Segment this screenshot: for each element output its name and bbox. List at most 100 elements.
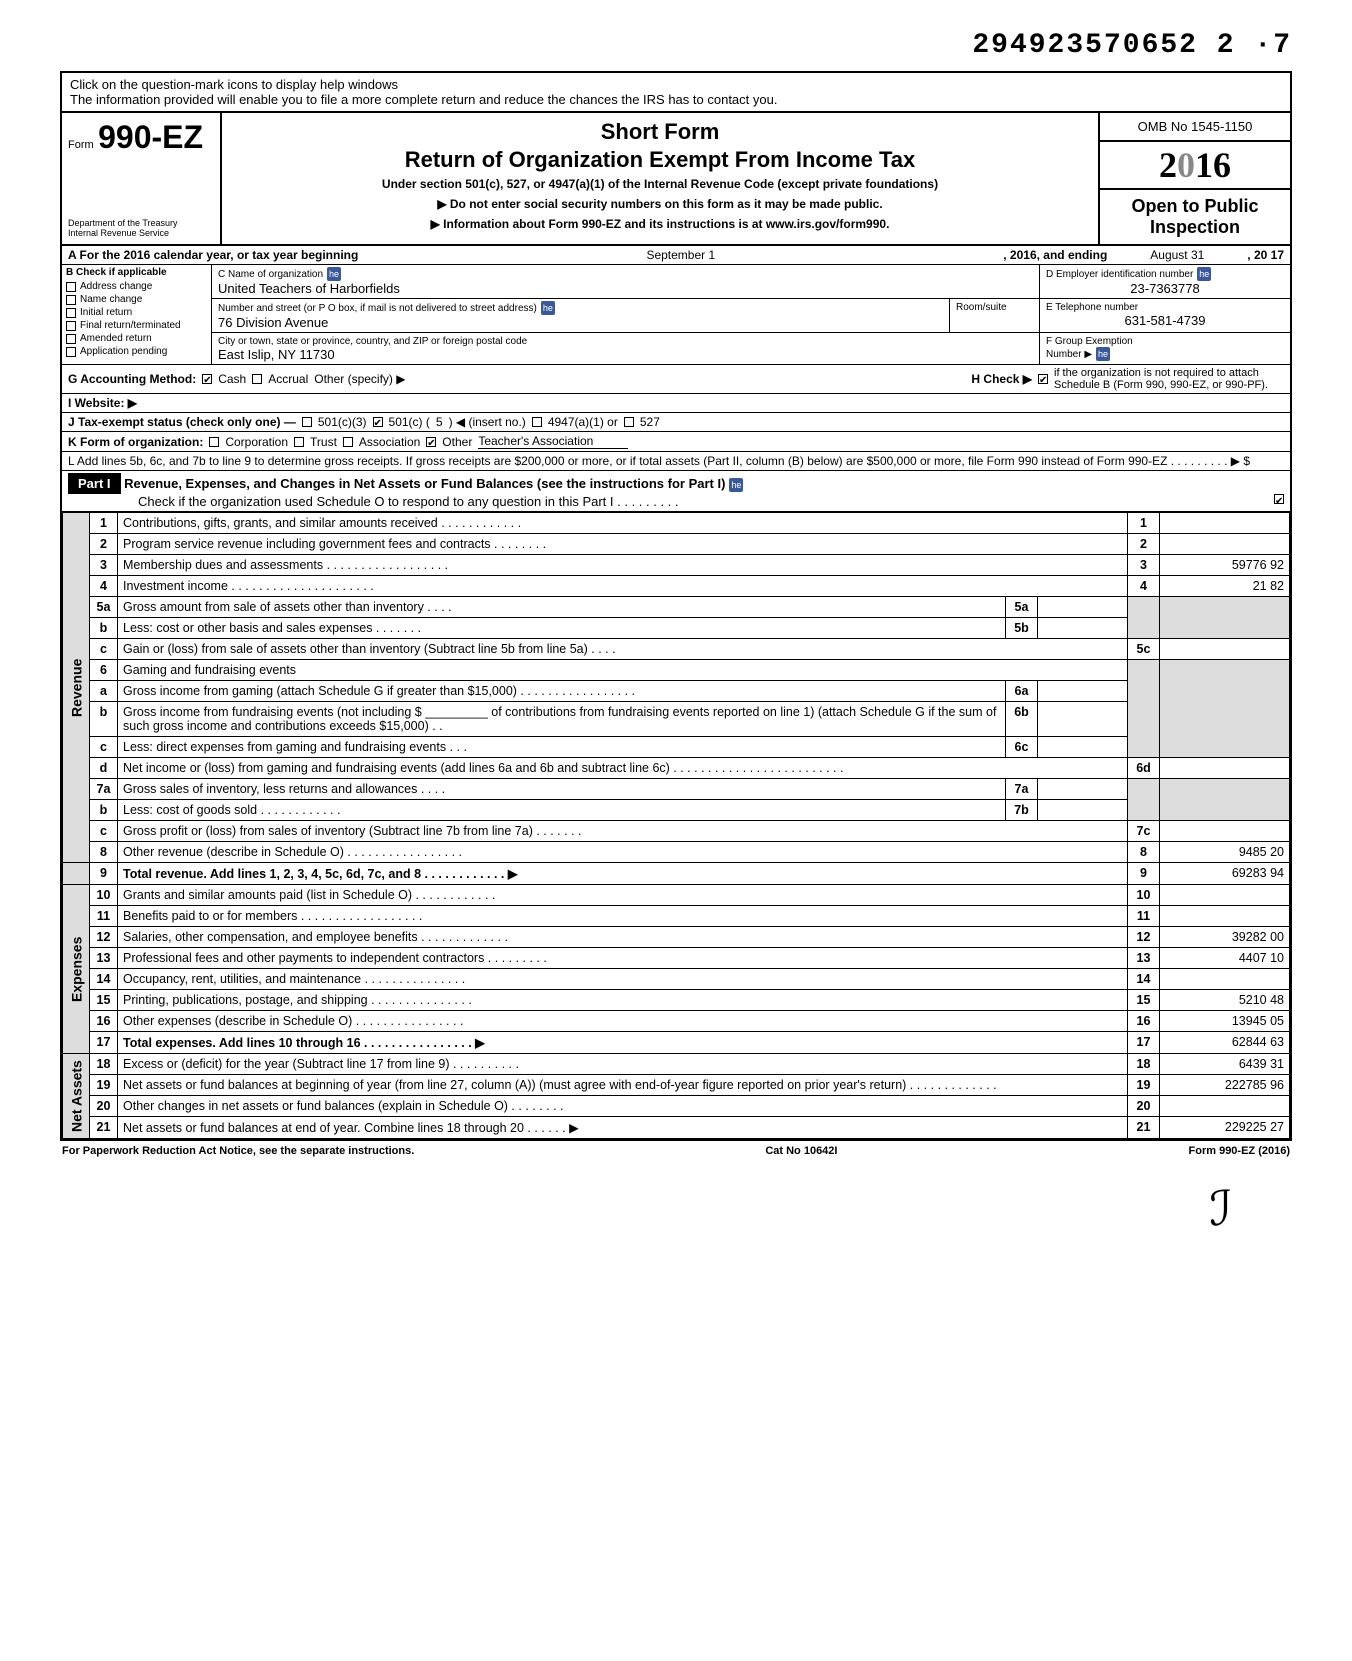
l16-amt: 13945 05 xyxy=(1160,1011,1290,1032)
chk-kother[interactable] xyxy=(426,437,436,447)
block-bcdef: B Check if applicable Address change Nam… xyxy=(62,265,1290,365)
l1-amt xyxy=(1160,513,1290,534)
l5c-amt xyxy=(1160,639,1290,660)
h-label: H Check ▶ xyxy=(971,372,1032,386)
chk-trust[interactable] xyxy=(294,437,304,447)
no-ssn-line: ▶ Do not enter social security numbers o… xyxy=(228,197,1092,211)
part1-table: Revenue 1 Contributions, gifts, grants, … xyxy=(62,512,1290,1139)
l7a-mnum: 7a xyxy=(1006,779,1038,800)
l4-rnum: 4 xyxy=(1128,576,1160,597)
g-other: Other (specify) ▶ xyxy=(314,372,405,386)
return-title: Return of Organization Exempt From Incom… xyxy=(228,147,1092,173)
l20-text: Other changes in net assets or fund bala… xyxy=(118,1096,1128,1117)
h-text: if the organization is not required to a… xyxy=(1054,367,1284,391)
l4-num: 4 xyxy=(90,576,118,597)
b-item-2: Initial return xyxy=(80,307,132,318)
chk-amended[interactable] xyxy=(66,334,76,344)
help-icon[interactable]: he xyxy=(327,267,341,281)
l6a-mamt xyxy=(1038,681,1128,702)
l20-num: 20 xyxy=(90,1096,118,1117)
footer-left: For Paperwork Reduction Act Notice, see … xyxy=(62,1145,414,1157)
help-icon[interactable]: he xyxy=(729,478,743,492)
footer-mid: Cat No 10642I xyxy=(765,1145,837,1157)
chk-scho[interactable] xyxy=(1274,494,1284,504)
chk-corp[interactable] xyxy=(209,437,219,447)
l7c-amt xyxy=(1160,821,1290,842)
b-item-4: Amended return xyxy=(80,333,152,344)
help-icon[interactable]: he xyxy=(1096,347,1110,361)
l13-rnum: 13 xyxy=(1128,948,1160,969)
l17-num: 17 xyxy=(90,1032,118,1054)
line-l: L Add lines 5b, 6c, and 7b to line 9 to … xyxy=(62,452,1290,471)
l8-rnum: 8 xyxy=(1128,842,1160,863)
l12-text: Salaries, other compensation, and employ… xyxy=(118,927,1128,948)
chk-name[interactable] xyxy=(66,295,76,305)
l10-rnum: 10 xyxy=(1128,885,1160,906)
room-label: Room/suite xyxy=(956,302,1007,313)
chk-accrual[interactable] xyxy=(252,374,262,384)
expenses-vert: Expenses xyxy=(63,885,90,1054)
row-a-yr: , 20 17 xyxy=(1247,248,1284,262)
col-cdef: C Name of organizationhe United Teachers… xyxy=(212,265,1290,364)
short-form-title: Short Form xyxy=(228,119,1092,145)
l11-amt xyxy=(1160,906,1290,927)
k-assoc: Association xyxy=(359,435,420,449)
chk-527[interactable] xyxy=(624,417,634,427)
c-value: United Teachers of Harborfields xyxy=(218,281,400,296)
l9-num: 9 xyxy=(90,863,118,885)
help-line-2: The information provided will enable you… xyxy=(70,92,777,107)
info-line: ▶ Information about Form 990-EZ and its … xyxy=(228,217,1092,231)
l19-amt: 222785 96 xyxy=(1160,1075,1290,1096)
l15-rnum: 15 xyxy=(1128,990,1160,1011)
l15-amt: 5210 48 xyxy=(1160,990,1290,1011)
netassets-vert: Net Assets xyxy=(63,1054,90,1139)
l2-rnum: 2 xyxy=(1128,534,1160,555)
j-501c3: 501(c)(3) xyxy=(318,415,367,429)
chk-assoc[interactable] xyxy=(343,437,353,447)
l11-text: Benefits paid to or for members . . . . … xyxy=(118,906,1128,927)
l20-amt xyxy=(1160,1096,1290,1117)
chk-501c[interactable] xyxy=(373,417,383,427)
l21-rnum: 21 xyxy=(1128,1117,1160,1139)
l18-num: 18 xyxy=(90,1054,118,1075)
part1-title: Revenue, Expenses, and Changes in Net As… xyxy=(124,476,725,491)
l13-num: 13 xyxy=(90,948,118,969)
addr-value: 76 Division Avenue xyxy=(218,315,328,330)
chk-pending[interactable] xyxy=(66,347,76,357)
l7c-text: Gross profit or (loss) from sales of inv… xyxy=(118,821,1128,842)
l20-rnum: 20 xyxy=(1128,1096,1160,1117)
omb-number: OMB No 1545-1150 xyxy=(1100,113,1290,142)
city-value: East Islip, NY 11730 xyxy=(218,347,335,362)
j-label: J Tax-exempt status (check only one) — xyxy=(68,415,296,429)
l17-rnum: 17 xyxy=(1128,1032,1160,1054)
l12-num: 12 xyxy=(90,927,118,948)
chk-initial[interactable] xyxy=(66,308,76,318)
l6c-text: Less: direct expenses from gaming and fu… xyxy=(118,737,1006,758)
chk-cash[interactable] xyxy=(202,374,212,384)
l5a-text: Gross amount from sale of assets other t… xyxy=(118,597,1006,618)
l19-text: Net assets or fund balances at beginning… xyxy=(118,1075,1128,1096)
help-icon[interactable]: he xyxy=(1197,267,1211,281)
l12-amt: 39282 00 xyxy=(1160,927,1290,948)
l6c-num: c xyxy=(90,737,118,758)
l10-amt xyxy=(1160,885,1290,906)
help-icon[interactable]: he xyxy=(541,301,555,315)
page-footer: For Paperwork Reduction Act Notice, see … xyxy=(60,1141,1292,1161)
chk-4947[interactable] xyxy=(532,417,542,427)
l9-amt: 69283 94 xyxy=(1160,863,1290,885)
chk-address[interactable] xyxy=(66,282,76,292)
chk-h[interactable] xyxy=(1038,374,1048,384)
tax-year: 2016 xyxy=(1100,142,1290,190)
d-value: 23-7363778 xyxy=(1046,281,1284,296)
row-a: A For the 2016 calendar year, or tax yea… xyxy=(62,246,1290,265)
l7b-num: b xyxy=(90,800,118,821)
l5b-num: b xyxy=(90,618,118,639)
l18-rnum: 18 xyxy=(1128,1054,1160,1075)
col-b: B Check if applicable Address change Nam… xyxy=(62,265,212,364)
chk-501c3[interactable] xyxy=(302,417,312,427)
row-a-begin: September 1 xyxy=(358,248,1003,262)
chk-final[interactable] xyxy=(66,321,76,331)
b-item-0: Address change xyxy=(80,281,152,292)
k-other-val: Teacher's Association xyxy=(478,434,628,449)
l7a-num: 7a xyxy=(90,779,118,800)
